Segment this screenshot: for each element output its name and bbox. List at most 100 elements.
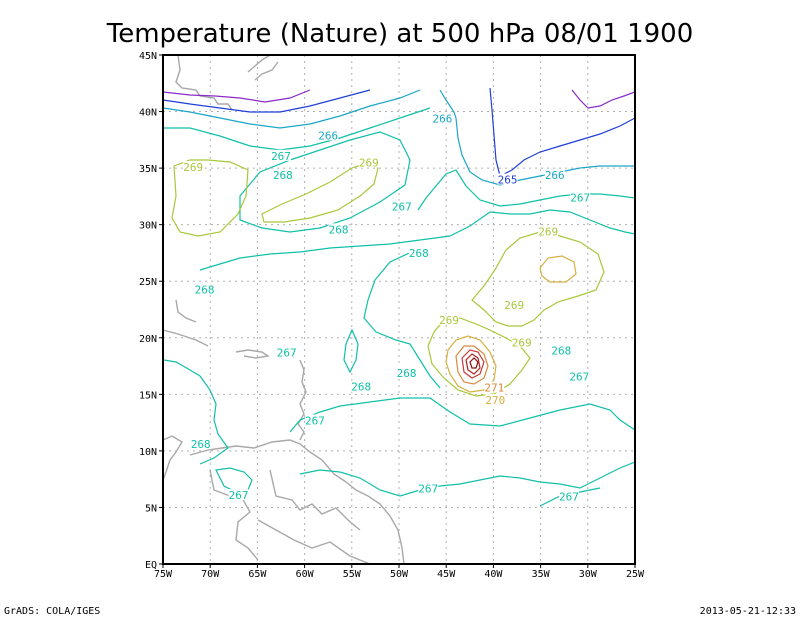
contour-label-bg xyxy=(351,380,372,392)
contour-266c xyxy=(439,89,457,119)
contour-label-bg xyxy=(485,394,506,406)
y-tick-label: 20N xyxy=(139,334,157,345)
footer-right: 2013-05-21-12:33 xyxy=(700,606,796,617)
contour-268a xyxy=(239,131,411,233)
contour-269b xyxy=(261,161,379,223)
islands-lesser-antilles xyxy=(297,359,307,441)
plot-area: 266 267 269 268 269 266 265 266 267 267 268 269 268 2… xyxy=(163,55,635,564)
contour-label-bg xyxy=(570,191,591,203)
contour-267b xyxy=(417,169,635,211)
contour-264b xyxy=(571,89,635,109)
contour-label-bg xyxy=(272,169,293,181)
y-tick-label: EQ xyxy=(145,560,157,571)
contour-label-bg xyxy=(558,490,579,502)
contour-label: 267 xyxy=(271,150,291,163)
x-tick-label: 50W xyxy=(390,569,409,580)
contour-label: 269 xyxy=(439,314,459,327)
x-tick-label: 40W xyxy=(484,569,503,580)
y-tick-label: 45N xyxy=(139,51,157,62)
contour-label: 268 xyxy=(397,367,417,380)
contour-label-bg xyxy=(544,169,565,181)
contour-label: 269 xyxy=(359,157,379,170)
contour-label-bg xyxy=(183,161,204,173)
contour-label-bg xyxy=(276,346,297,358)
contour-264 xyxy=(163,89,311,103)
contour-label-bg xyxy=(396,366,417,378)
x-tick-label: 60W xyxy=(296,569,315,580)
footer-left: GrADS: COLA/IGES xyxy=(4,606,100,617)
contour-271 xyxy=(455,345,489,385)
contour-label: 271 xyxy=(484,382,504,395)
x-tick-label: 45W xyxy=(437,569,456,580)
coastlines xyxy=(163,55,405,564)
contour-label: 269 xyxy=(504,299,524,312)
contour-label: 267 xyxy=(229,489,249,502)
border-brazil xyxy=(257,519,371,564)
axis-ticks: 75W 70W 65W 60W 55W 50W 45W 40W 35W 30W 25W EQ 5N 10N… xyxy=(139,51,645,580)
contour-268e xyxy=(163,359,229,465)
border-guianas xyxy=(269,469,361,531)
contour-265b xyxy=(489,87,635,177)
contour-label: 269 xyxy=(538,226,558,239)
contour-label: 268 xyxy=(409,247,429,260)
x-tick-label: 25W xyxy=(626,569,645,580)
contour-label-bg xyxy=(432,112,453,124)
contour-267e xyxy=(215,467,253,493)
contour-label: 270 xyxy=(485,394,505,407)
contour-label: 267 xyxy=(559,490,579,503)
island-cuba xyxy=(163,329,209,347)
contour-label: 269 xyxy=(512,336,532,349)
y-tick-label: 5N xyxy=(145,503,157,514)
border-venezuela xyxy=(209,469,259,561)
contour-label: 268 xyxy=(195,283,215,296)
contour-label-bg xyxy=(538,225,559,237)
contour-272 xyxy=(461,349,485,379)
contour-label: 266 xyxy=(545,169,565,182)
contour-267a xyxy=(163,107,431,151)
contour-269d xyxy=(427,317,531,397)
y-tick-label: 35N xyxy=(139,164,157,175)
x-tick-label: 30W xyxy=(579,569,598,580)
contour-labels: 266 267 269 268 269 266 265 266 267 267 268 269 268 2… xyxy=(183,112,591,503)
contour-label: 268 xyxy=(273,169,293,182)
contour-label-bg xyxy=(190,438,211,450)
x-tick-label: 65W xyxy=(248,569,267,580)
island-hispaniola xyxy=(235,349,270,359)
contour-label: 268 xyxy=(351,381,371,394)
contour-268b xyxy=(199,209,635,271)
contour-label-bg xyxy=(551,344,572,356)
contour-267c xyxy=(289,397,635,433)
contour-label: 267 xyxy=(418,482,438,495)
y-tick-label: 25N xyxy=(139,277,157,288)
y-tick-label: 15N xyxy=(139,390,157,401)
contour-label: 268 xyxy=(551,344,571,357)
contour-266a xyxy=(163,89,421,129)
contour-label-bg xyxy=(504,299,525,311)
contour-label-bg xyxy=(511,336,532,348)
contour-274 xyxy=(469,357,479,369)
contour-label-bg xyxy=(408,247,429,259)
x-tick-label: 55W xyxy=(343,569,362,580)
coast-nova-scotia xyxy=(247,55,279,81)
contour-label-bg xyxy=(194,283,215,295)
contour-label-bg xyxy=(271,149,291,161)
contour-265a xyxy=(163,89,371,113)
contour-label: 267 xyxy=(392,201,412,214)
y-tick-label: 30N xyxy=(139,221,157,232)
contour-270 xyxy=(445,335,497,393)
contour-label-bg xyxy=(328,223,349,235)
contour-270-east xyxy=(539,255,577,283)
contour-label-bg xyxy=(318,129,339,141)
coast-florida xyxy=(175,299,197,323)
contour-label-bg xyxy=(358,156,379,168)
x-tick-label: 75W xyxy=(154,569,173,580)
contour-label-bg xyxy=(391,200,412,212)
x-tick-label: 70W xyxy=(201,569,220,580)
contour-273 xyxy=(465,353,481,375)
contour-268c xyxy=(363,247,441,389)
contour-266b xyxy=(455,117,635,186)
y-tick-label: 40N xyxy=(139,108,157,119)
coast-south-america xyxy=(189,439,405,564)
grid-lines xyxy=(163,55,635,564)
